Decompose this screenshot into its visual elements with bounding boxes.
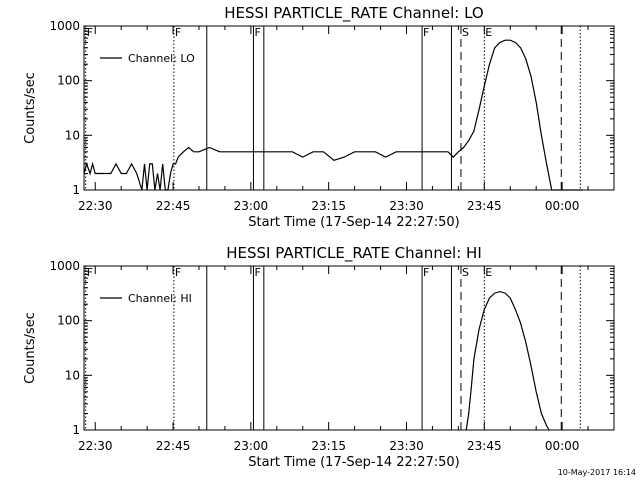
legend-label: Channel: HI	[128, 292, 192, 305]
event-marker-label: F	[87, 266, 93, 279]
x-tick-label: 22:45	[156, 199, 191, 213]
panel-lo: HESSI PARTICLE_RATE Channel: LO Start Tim…	[23, 4, 615, 230]
event-marker-label: E	[485, 26, 492, 39]
plot-frame	[83, 265, 615, 431]
event-marker-label: S	[462, 26, 469, 39]
x-axis-label: Start Time (17-Sep-14 22:27:50)	[248, 455, 459, 470]
series-line	[83, 39, 583, 191]
x-tick-label: 22:30	[78, 439, 113, 453]
y-tick-label: 10	[65, 128, 80, 142]
chart-title: HESSI PARTICLE_RATE Channel: LO	[224, 4, 483, 23]
event-marker-label: F	[254, 26, 260, 39]
x-tick-label: 23:15	[311, 199, 346, 213]
x-tick-label: 23:30	[389, 199, 424, 213]
y-axis-label: Counts/sec	[23, 312, 38, 384]
y-tick-label: 100	[57, 74, 80, 88]
panel-hi: HESSI PARTICLE_RATE Channel: HI Start Tim…	[23, 244, 615, 470]
x-tick-label: 00:00	[545, 439, 580, 453]
y-axis-label: Counts/sec	[23, 72, 38, 144]
event-marker-label: F	[87, 26, 93, 39]
x-tick-label: 23:30	[389, 439, 424, 453]
x-tick-label: 23:45	[467, 439, 502, 453]
event-marker-label: F	[175, 266, 181, 279]
chart-title: HESSI PARTICLE_RATE Channel: HI	[226, 244, 482, 263]
x-tick-label: 22:30	[78, 199, 113, 213]
event-marker-label: F	[423, 266, 429, 279]
x-tick-label: 23:00	[234, 199, 269, 213]
event-marker-label: F	[175, 26, 181, 39]
legend-label: Channel: LO	[128, 52, 195, 65]
x-tick-label: 23:15	[311, 439, 346, 453]
y-tick-label: 1	[72, 423, 80, 437]
x-tick-label: 23:45	[467, 199, 502, 213]
y-tick-label: 1	[72, 183, 80, 197]
series-line	[465, 290, 550, 431]
y-tick-label: 1000	[49, 19, 80, 33]
event-marker-label: F	[254, 266, 260, 279]
y-tick-label: 10	[65, 368, 80, 382]
x-tick-label: 22:45	[156, 439, 191, 453]
event-marker-label: F	[423, 26, 429, 39]
plot-frame	[83, 25, 615, 191]
event-marker-label: E	[485, 266, 492, 279]
x-axis-label: Start Time (17-Sep-14 22:27:50)	[248, 215, 459, 230]
y-tick-label: 100	[57, 314, 80, 328]
event-marker-label: S	[462, 266, 469, 279]
footer-timestamp: 10-May-2017 16:14	[558, 468, 636, 477]
x-tick-label: 23:00	[234, 439, 269, 453]
y-tick-label: 1000	[49, 259, 80, 273]
x-tick-label: 00:00	[545, 199, 580, 213]
